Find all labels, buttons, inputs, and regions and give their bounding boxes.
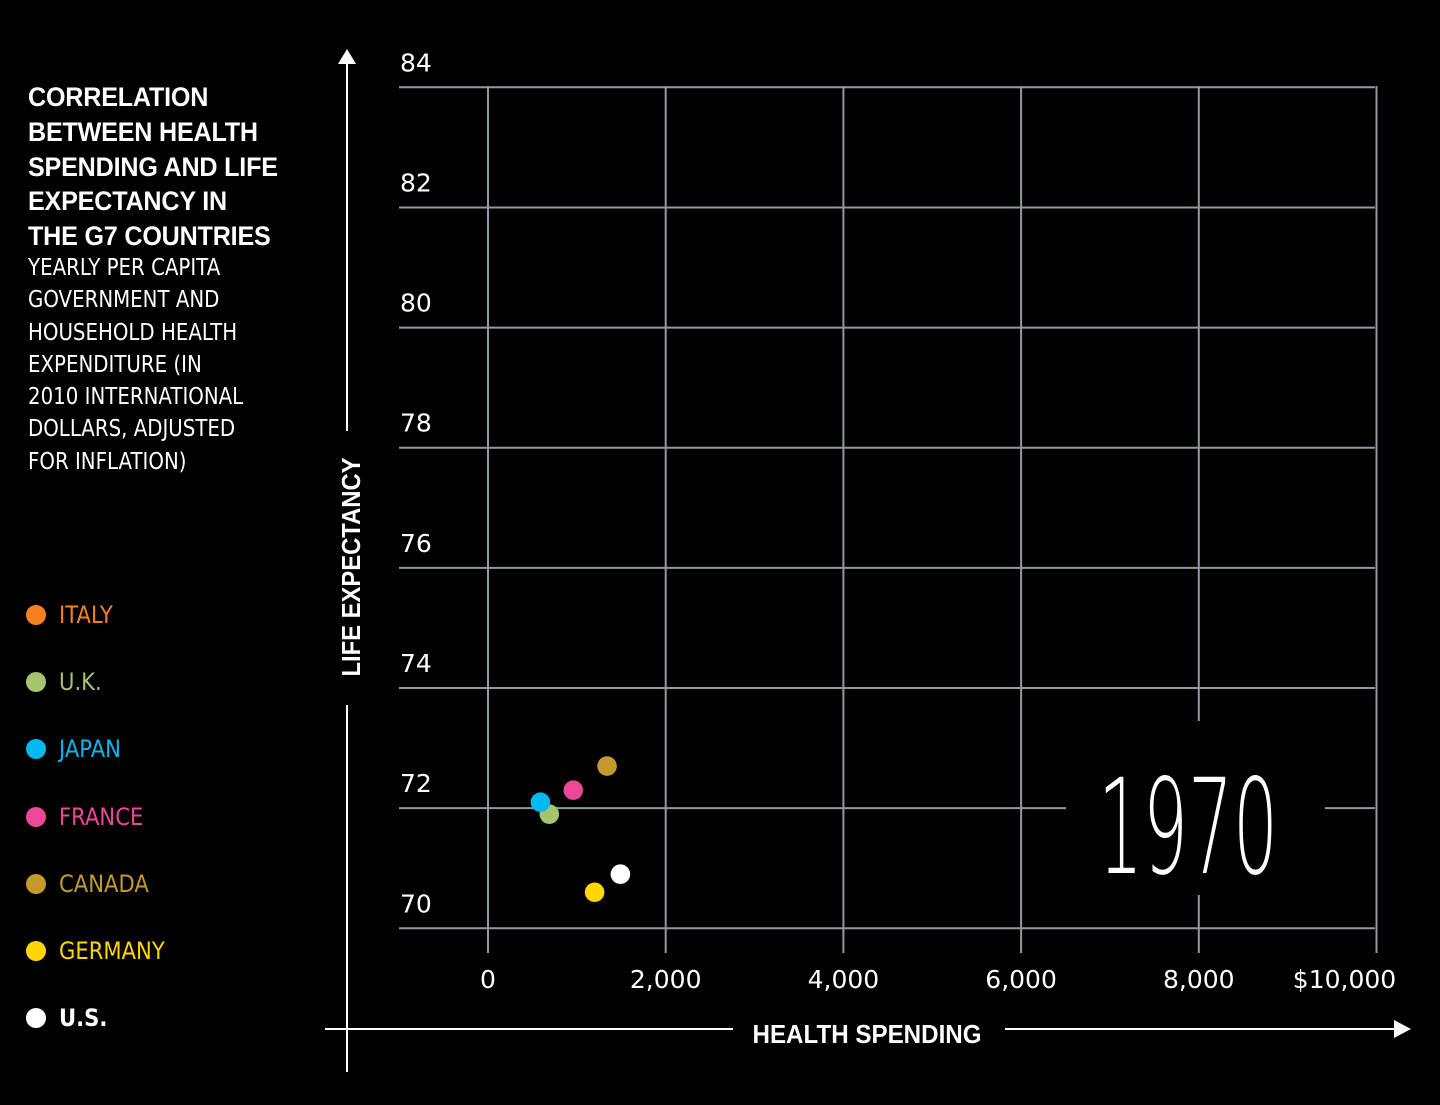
dot-icon	[26, 739, 46, 760]
x-axis-ticks: 0 2,000 4,000 6,000 8,000 $10,000	[480, 965, 1396, 994]
x-axis-label: HEALTH SPENDING	[753, 1019, 982, 1049]
legend-item-japan[interactable]: JAPAN	[26, 734, 129, 764]
y-tick-label: 74	[400, 649, 432, 678]
chart-heading: CORRELATION BETWEEN HEALTH SPENDING AND LI…	[28, 80, 308, 478]
title-line: CORRELATION	[28, 82, 209, 112]
legend-label: U.S.	[59, 1004, 108, 1033]
title-line: BETWEEN HEALTH	[28, 116, 258, 147]
legend-item-italy[interactable]: ITALY	[26, 600, 120, 630]
year-annotation: 1970	[1066, 721, 1325, 905]
subtitle-line: FOR INFLATION)	[28, 448, 187, 475]
legend-label: U.K.	[59, 668, 102, 697]
y-tick-label: 80	[400, 289, 432, 318]
subtitle-line: YEARLY PER CAPITA	[28, 254, 221, 281]
dot-icon	[26, 605, 46, 625]
legend-label: JAPAN	[59, 735, 121, 764]
subtitle-line: GOVERNMENT AND	[28, 287, 220, 314]
legend-item-germany[interactable]: GERMANY	[26, 936, 179, 966]
arrow-right-icon	[1394, 1020, 1411, 1038]
title-line: SPENDING AND LIFE	[28, 151, 278, 182]
subtitle-line: 2010 INTERNATIONAL	[28, 384, 244, 411]
x-tick-label: 4,000	[808, 965, 880, 994]
legend-label: ITALY	[59, 601, 113, 629]
dot-icon	[26, 941, 46, 961]
x-tick-label: 0	[480, 965, 496, 994]
title-line: THE G7 COUNTRIES	[28, 221, 271, 252]
arrow-up-icon	[338, 49, 356, 64]
data-point-japan	[530, 792, 551, 812]
x-tick-label: 2,000	[630, 965, 702, 994]
y-axis-ticks: 70 72 74 76 78 80 82 84	[400, 48, 432, 918]
legend-item-uk[interactable]: U.K.	[26, 667, 108, 697]
legend-item-canada[interactable]: CANADA	[26, 869, 161, 899]
dot-icon	[26, 806, 46, 827]
subtitle-line: DOLLARS, ADJUSTED	[28, 416, 236, 443]
data-points	[530, 756, 631, 903]
y-tick-label: 76	[400, 529, 432, 558]
x-tick-label: $10,000	[1293, 965, 1396, 994]
x-tick-label: 6,000	[985, 965, 1057, 994]
subtitle-line: EXPENDITURE (IN	[28, 351, 202, 378]
title-line: EXPECTANCY IN	[28, 186, 227, 217]
legend-item-us[interactable]: U.S.	[26, 1003, 114, 1033]
x-tick-label: 8,000	[1163, 965, 1235, 994]
y-axis: LIFE EXPECTANCY	[336, 49, 366, 1072]
y-tick-label: 84	[400, 48, 432, 77]
y-tick-label: 78	[400, 409, 432, 438]
legend-item-france[interactable]: FRANCE	[26, 802, 155, 832]
data-point-germany	[584, 882, 605, 903]
y-tick-label: 70	[400, 889, 432, 918]
dot-icon	[26, 873, 46, 894]
y-axis-label: LIFE EXPECTANCY	[336, 458, 366, 677]
data-point-france	[563, 780, 584, 800]
dot-icon	[26, 1008, 46, 1029]
legend-label: FRANCE	[59, 802, 144, 831]
year-label: 1970	[1098, 751, 1278, 905]
data-point-us	[610, 864, 631, 885]
y-tick-label: 82	[400, 168, 432, 197]
y-tick-label: 72	[400, 769, 432, 798]
legend-label: CANADA	[59, 869, 149, 898]
legend-label: GERMANY	[59, 937, 165, 965]
x-axis: HEALTH SPENDING	[325, 1019, 1411, 1049]
subtitle-line: HOUSEHOLD HEALTH	[28, 319, 238, 346]
dot-icon	[26, 672, 46, 693]
chart-subtitle: YEARLY PER CAPITA GOVERNMENT AND HOUSEHOLD…	[28, 252, 269, 478]
data-point-canada	[597, 756, 617, 776]
chart-title: CORRELATION BETWEEN HEALTH SPENDING AND LI…	[28, 80, 288, 254]
grid-lines	[399, 86, 1378, 953]
